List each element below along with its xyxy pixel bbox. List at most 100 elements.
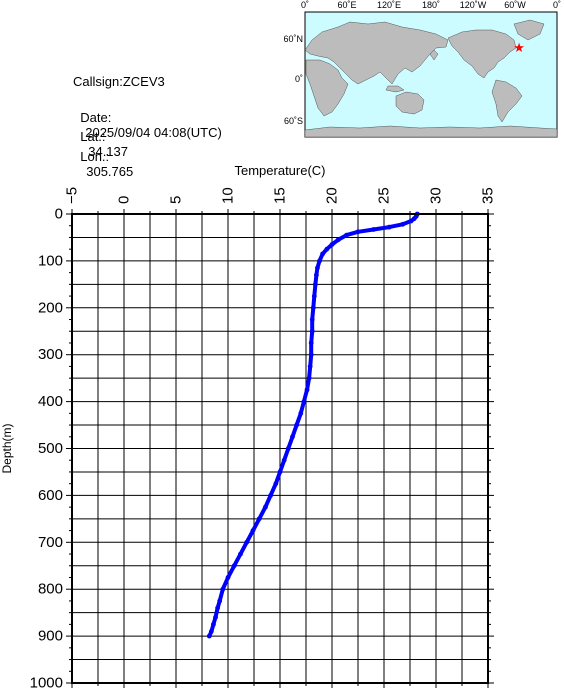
lon-row: Lon.: 305.765 <box>73 134 133 179</box>
profile-point <box>371 227 376 232</box>
date-label: Date: <box>80 110 112 125</box>
y-tick-label: 500 <box>38 440 63 457</box>
profile-point <box>225 575 231 580</box>
profile-point <box>220 586 226 592</box>
profile-point <box>315 265 320 271</box>
x-tick-label: 0 <box>116 196 133 204</box>
profile-point <box>308 352 314 358</box>
map-longitude-ticks: 0˚ 60˚E 120˚E 180˚ 120˚W 60˚W 0˚ <box>301 0 561 10</box>
profile-point <box>310 305 316 311</box>
profile-point <box>311 293 317 299</box>
profile-point <box>329 242 335 247</box>
x-axis-label: Temperature(C) <box>234 163 325 178</box>
landmass-north-america <box>447 29 517 79</box>
map-longitude-tick-label: 60˚W <box>504 0 526 10</box>
x-tick-label: 35 <box>480 187 497 204</box>
y-axis-ticks: 0 100 200 300 400 500 600 700 800 900 1000 <box>30 206 494 690</box>
y-tick-label: 300 <box>38 346 63 363</box>
profile-point <box>273 481 279 487</box>
profile-point <box>355 229 361 235</box>
map-latitude-tick-label: 60˚N <box>283 34 303 44</box>
profile-point <box>309 317 315 322</box>
profile-point <box>244 539 250 545</box>
date-row: Date: 2025/09/04 04:08(UTC) <box>73 95 222 140</box>
x-tick-label: 30 <box>428 187 445 204</box>
plot-frame <box>71 213 489 684</box>
profile-point <box>206 633 212 639</box>
x-tick-label: 10 <box>220 187 237 204</box>
landmass-south-america <box>491 79 523 123</box>
y-tick-label: 200 <box>38 299 63 316</box>
date-value: 2025/09/04 04:08(UTC) <box>85 125 222 140</box>
station-marker: ★ <box>513 40 525 55</box>
x-tick-label: 15 <box>272 187 289 204</box>
y-tick-label: 1000 <box>30 675 63 690</box>
landmass-greenland <box>513 19 545 41</box>
profile-point <box>312 281 318 287</box>
lat-row: Lat.: 34.137 <box>73 114 128 159</box>
landmass-australia <box>395 91 425 115</box>
y-tick-label: 800 <box>38 581 63 598</box>
map-longitude-tick-label: 180˚ <box>422 0 440 10</box>
profile-point <box>256 516 262 522</box>
lat-value: 34.137 <box>88 144 128 159</box>
profile-point <box>211 621 216 627</box>
map-longitude-tick-label: 120˚E <box>377 0 401 10</box>
y-tick-label: 400 <box>38 393 63 410</box>
profile-point <box>344 232 349 238</box>
landmass-eurasia <box>304 21 449 85</box>
profile-point <box>335 237 341 243</box>
map-longitude-tick-label: 0˚ <box>553 0 561 10</box>
profile-point <box>277 469 283 475</box>
profile-point <box>290 434 295 440</box>
profile-point <box>213 614 218 620</box>
profile-point <box>317 258 322 264</box>
profile-point <box>231 563 237 569</box>
profile-point <box>400 221 406 227</box>
profile-point <box>281 457 287 463</box>
map-latitude-ticks: 60˚N 0˚ 60˚S <box>283 34 303 126</box>
profile-point <box>294 422 300 428</box>
profile-point <box>215 605 221 611</box>
callsign-text: Callsign:ZCEV3 <box>73 74 165 89</box>
lon-value: 305.765 <box>86 164 134 179</box>
landmass-indonesia <box>385 85 405 93</box>
x-tick-label: −5 <box>64 187 81 204</box>
profile-point <box>324 246 330 252</box>
landmass-africa <box>305 59 349 117</box>
world-map: 0˚ 60˚E 120˚E 180˚ 120˚W 60˚W 0˚ 60˚N 0˚ 60˚S ★ <box>283 0 561 138</box>
profile-point <box>308 340 314 346</box>
profile-point <box>307 364 313 369</box>
chart-grid <box>71 213 489 684</box>
profile-point <box>408 218 414 224</box>
profile-point <box>250 528 256 533</box>
y-tick-label: 0 <box>55 206 63 223</box>
map-longitude-tick-label: 120˚W <box>460 0 487 10</box>
profile-point <box>263 504 268 510</box>
x-tick-label: 20 <box>324 187 341 204</box>
map-longitude-tick-label: 0˚ <box>301 0 309 10</box>
landmass-japan <box>429 49 439 61</box>
y-tick-label: 600 <box>38 487 63 504</box>
map-longitude-tick-label: 60˚E <box>337 0 356 10</box>
lat-label: Lat.: <box>80 129 106 144</box>
temperature-profile-series <box>206 211 420 639</box>
profile-point <box>217 598 223 604</box>
y-tick-label: 100 <box>38 252 63 269</box>
landmass-antarctica <box>304 125 558 138</box>
profile-point <box>306 375 312 381</box>
x-tick-label: 25 <box>376 187 393 204</box>
y-tick-label: 700 <box>38 534 63 551</box>
map-latitude-tick-label: 60˚S <box>284 116 303 126</box>
map-landmasses <box>304 19 558 138</box>
x-axis-ticks: −5 0 5 10 15 20 25 30 35 <box>64 187 497 688</box>
profile-point <box>301 399 307 404</box>
profile-point <box>309 328 315 334</box>
lon-label: Lon.: <box>80 149 110 164</box>
profile-point <box>238 551 243 557</box>
profile-point <box>386 224 392 230</box>
map-latitude-tick-label: 0˚ <box>295 74 303 84</box>
profile-point <box>304 387 310 393</box>
profile-point <box>314 272 319 278</box>
